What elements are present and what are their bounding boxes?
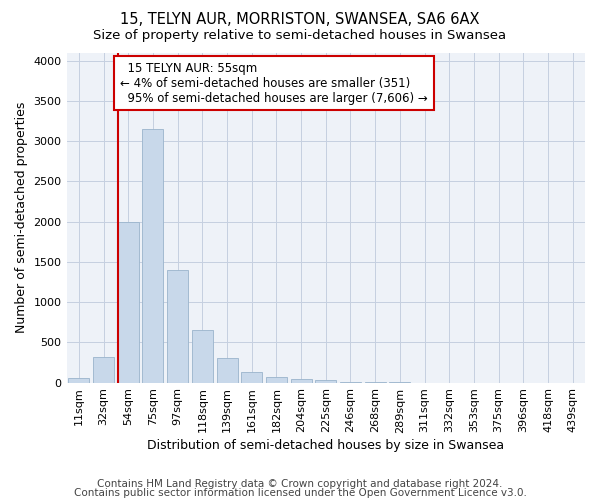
Bar <box>217 358 238 382</box>
Bar <box>93 357 114 382</box>
Bar <box>266 377 287 382</box>
X-axis label: Distribution of semi-detached houses by size in Swansea: Distribution of semi-detached houses by … <box>147 440 505 452</box>
Bar <box>167 270 188 382</box>
Bar <box>192 330 213 382</box>
Text: 15, TELYN AUR, MORRISTON, SWANSEA, SA6 6AX: 15, TELYN AUR, MORRISTON, SWANSEA, SA6 6… <box>120 12 480 28</box>
Y-axis label: Number of semi-detached properties: Number of semi-detached properties <box>15 102 28 333</box>
Bar <box>142 129 163 382</box>
Bar <box>241 372 262 382</box>
Text: 15 TELYN AUR: 55sqm
← 4% of semi-detached houses are smaller (351)
  95% of semi: 15 TELYN AUR: 55sqm ← 4% of semi-detache… <box>120 62 428 104</box>
Text: Size of property relative to semi-detached houses in Swansea: Size of property relative to semi-detach… <box>94 29 506 42</box>
Bar <box>290 378 311 382</box>
Text: Contains HM Land Registry data © Crown copyright and database right 2024.: Contains HM Land Registry data © Crown c… <box>97 479 503 489</box>
Bar <box>68 378 89 382</box>
Bar <box>118 222 139 382</box>
Text: Contains public sector information licensed under the Open Government Licence v3: Contains public sector information licen… <box>74 488 526 498</box>
Bar <box>315 380 336 382</box>
